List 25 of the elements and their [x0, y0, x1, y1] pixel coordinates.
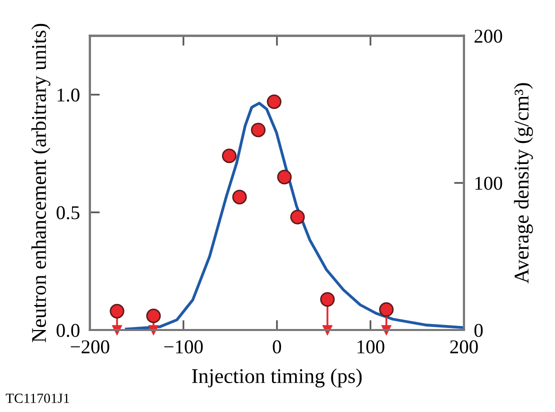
y2-tick-label: 0 [474, 324, 483, 337]
point [320, 292, 335, 307]
x-tick-label: 100 [358, 340, 384, 354]
point [250, 122, 266, 138]
y2-tick-label: 200 [474, 30, 502, 43]
point [266, 94, 282, 110]
point [146, 308, 161, 324]
point [379, 302, 394, 317]
y-tick-label: 1.0 [58, 88, 80, 102]
point [222, 148, 237, 164]
text: TC11701J1 [6, 394, 70, 403]
y2-axis-title: Average density (g/cm³) [514, 83, 533, 284]
x-axis-title: Injection timing (ps) [192, 368, 362, 388]
x-tick-label: 200 [450, 340, 478, 354]
point [110, 304, 124, 318]
x-tick-label: 0 [272, 340, 282, 354]
y-tick-label: 0.0 [56, 324, 80, 338]
x-tick-label: −200 [70, 340, 110, 354]
x-tick-label: −100 [164, 340, 203, 354]
y-tick-label: 0.5 [56, 206, 80, 220]
y2-tick-label: 100 [475, 176, 502, 190]
point [277, 170, 292, 184]
point [290, 210, 305, 224]
y-axis-title: Neutron enhancement (arbitrary units) [31, 24, 50, 342]
point [232, 190, 247, 204]
